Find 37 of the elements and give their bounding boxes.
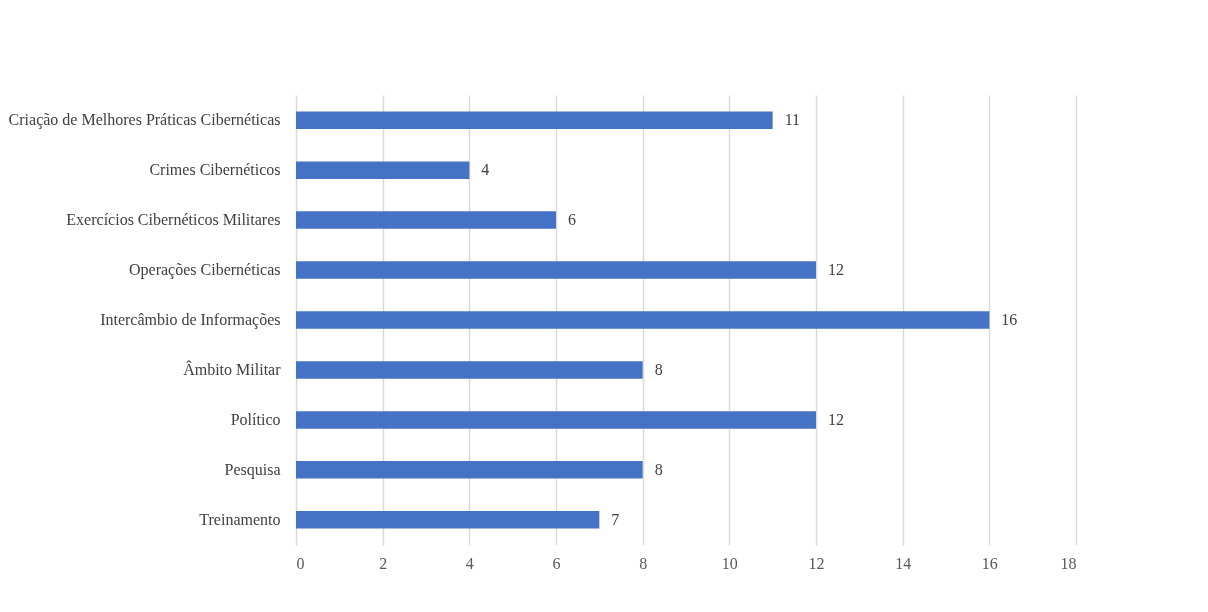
bar — [296, 361, 643, 379]
x-tick-label: 8 — [639, 554, 648, 572]
data-label: 8 — [654, 360, 663, 378]
y-tick-label: Treinamento — [199, 510, 281, 528]
x-tick-label: 4 — [465, 554, 474, 572]
y-tick-label: Âmbito Militar — [183, 359, 282, 378]
x-tick-label: 18 — [1060, 554, 1077, 572]
y-tick-label: Político — [230, 410, 281, 428]
y-tick-label: Operações Cibernéticas — [129, 261, 281, 280]
y-tick-label: Exercícios Cibernéticos Militares — [66, 211, 281, 229]
bar — [296, 311, 990, 329]
y-tick-label: Crimes Cibernéticos — [149, 161, 281, 179]
x-tick-label: 16 — [981, 554, 998, 572]
bar — [296, 411, 816, 429]
data-label: 8 — [654, 460, 663, 478]
x-tick-label: 14 — [895, 554, 912, 572]
data-label: 4 — [481, 161, 490, 179]
data-label: 11 — [784, 111, 801, 129]
x-tick-label: 10 — [721, 554, 738, 572]
bar — [296, 211, 556, 229]
data-label: 12 — [828, 410, 844, 428]
bar — [296, 161, 470, 179]
bar — [296, 111, 773, 129]
bar — [296, 511, 600, 529]
data-label: 12 — [828, 261, 844, 279]
y-tick-label: Intercâmbio de Informações — [100, 311, 281, 329]
x-tick-label: 6 — [552, 554, 561, 572]
y-tick-label: Pesquisa — [224, 460, 281, 479]
data-label: 6 — [568, 211, 576, 229]
bar — [296, 261, 816, 279]
bar — [296, 461, 643, 479]
x-tick-label: 12 — [808, 554, 825, 572]
x-tick-label: 0 — [296, 554, 305, 572]
x-tick-label: 2 — [379, 554, 388, 572]
data-label: 16 — [1001, 311, 1018, 328]
y-tick-label: Criação de Melhores Práticas Cibernéticas — [8, 111, 281, 130]
data-label: 7 — [611, 510, 620, 528]
